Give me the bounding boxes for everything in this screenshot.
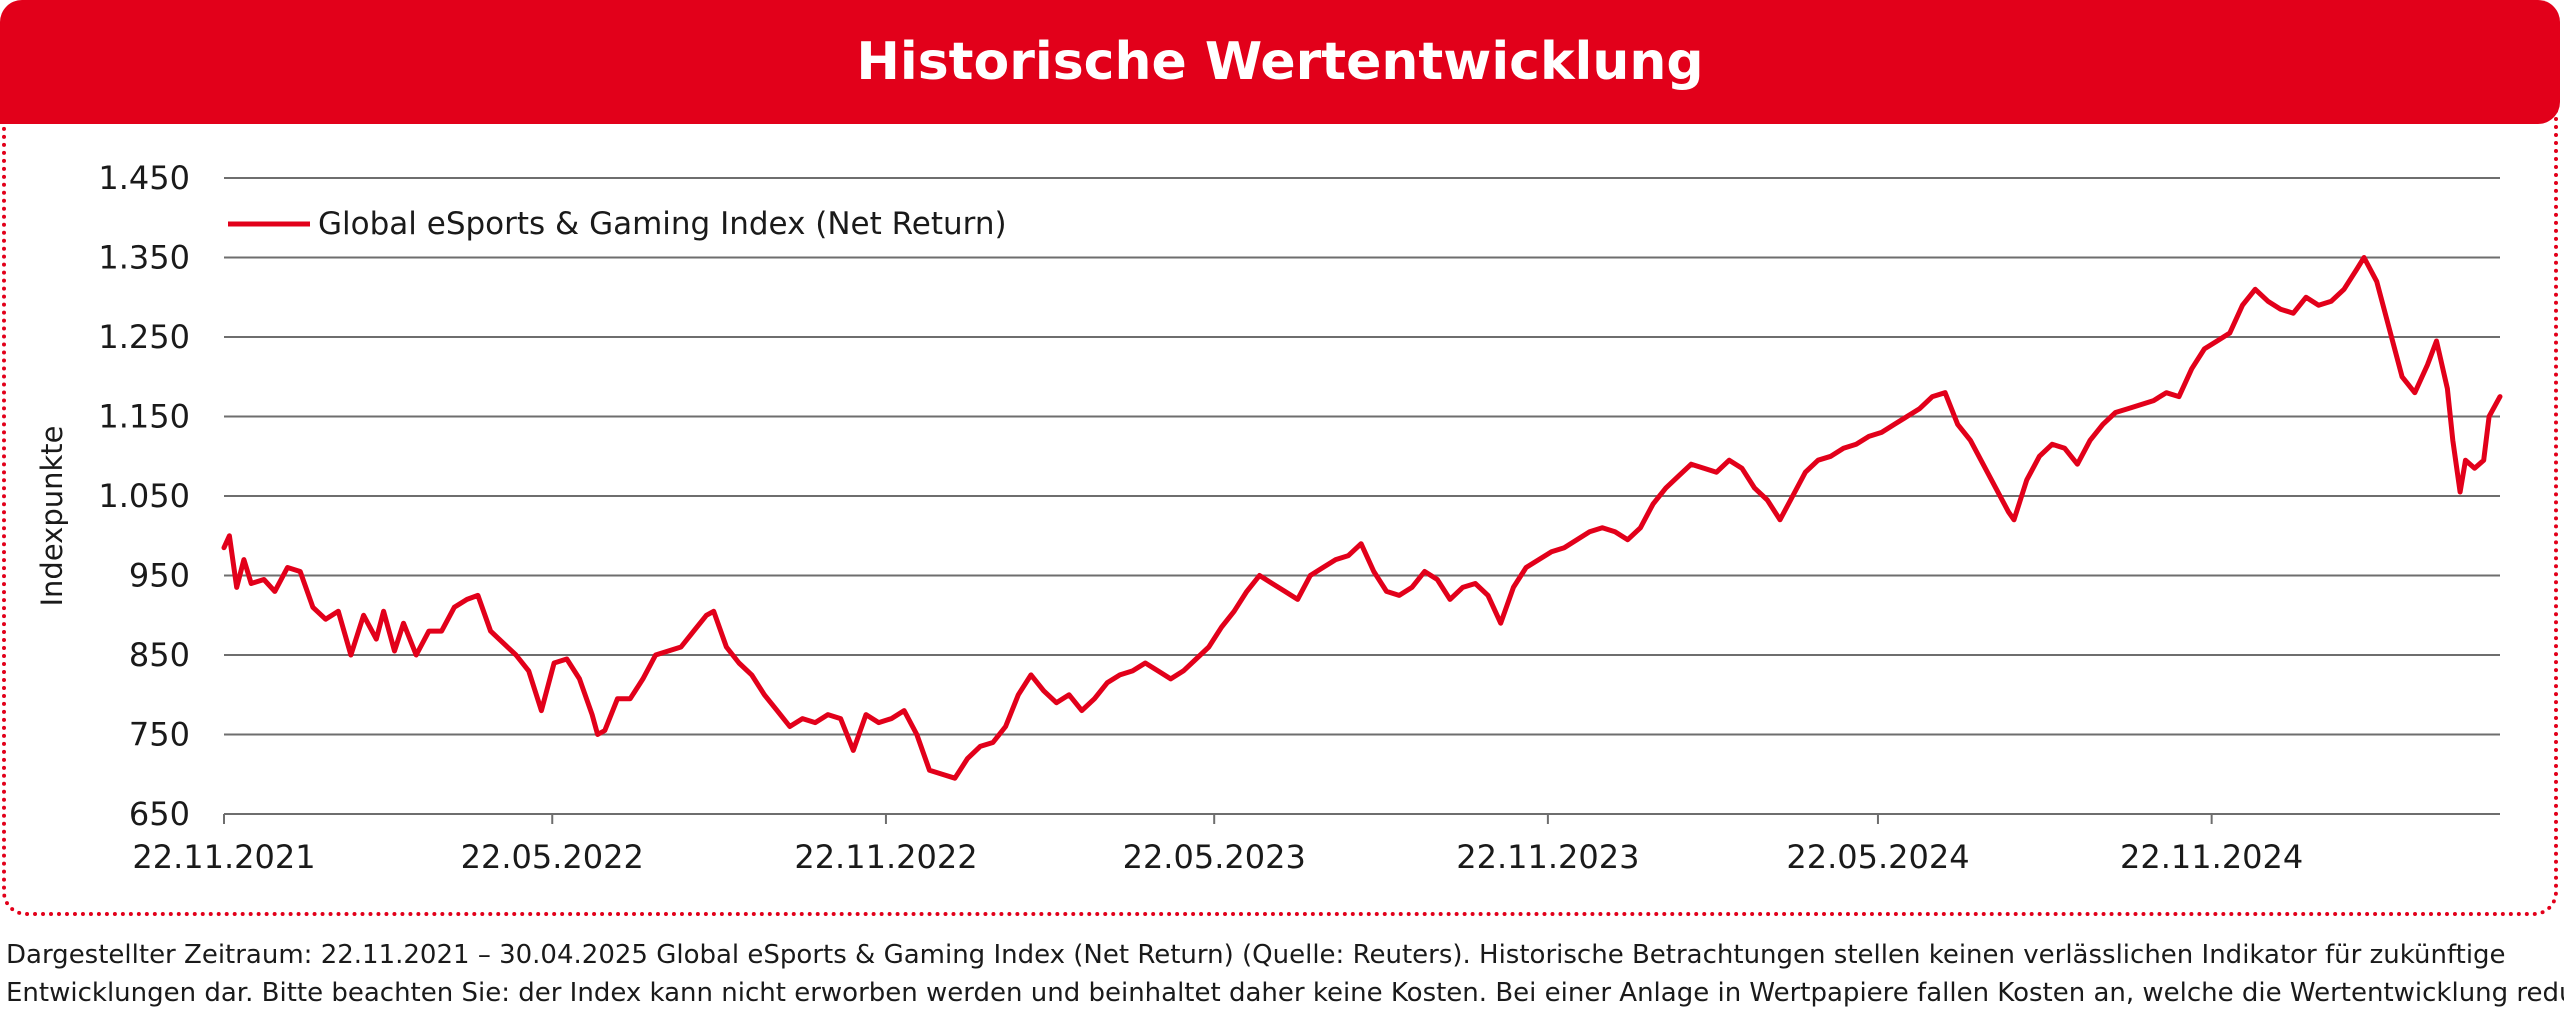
y-tick-label: 1.150 xyxy=(98,398,190,436)
footnote-line-2: Entwicklungen dar. Bitte beachten Sie: d… xyxy=(6,978,2564,1008)
x-axis: 22.11.2021 22.05.2022 22.11.2022 22.05.2023… xyxy=(132,813,2500,876)
series-layer xyxy=(221,255,2503,781)
x-tick-label: 22.05.2022 xyxy=(461,838,644,876)
legend-label: Global eSports & Gaming Index (Net Retur… xyxy=(318,206,1007,242)
x-tick-label: 22.05.2024 xyxy=(1786,838,1969,876)
series-line xyxy=(221,255,2503,781)
y-axis-label: Indexpunkte xyxy=(35,425,69,606)
gridlines xyxy=(224,177,2500,736)
y-tick-label: 950 xyxy=(129,557,190,595)
y-tick-label: 750 xyxy=(129,716,190,754)
y-tick-label: 650 xyxy=(129,795,190,833)
x-tick-label: 22.11.2024 xyxy=(2120,838,2303,876)
header-banner: Historische Wertentwicklung xyxy=(0,0,2560,124)
footnote: Dargestellter Zeitraum: 22.11.2021 – 30.… xyxy=(6,936,2564,1012)
y-tick-label: 1.350 xyxy=(98,239,190,277)
x-tick-label: 22.05.2023 xyxy=(1123,838,1306,876)
x-tick-label: 22.11.2023 xyxy=(1456,838,1639,876)
line-chart: 1.450 1.350 1.250 1.150 1.050 950 850 750 650 22… xyxy=(35,159,2503,876)
legend: Global eSports & Gaming Index (Net Retur… xyxy=(228,206,1007,242)
y-tick-label: 850 xyxy=(129,636,190,674)
y-axis-ticks: 1.450 1.350 1.250 1.150 1.050 950 850 750 650 xyxy=(98,159,190,833)
page-title: Historische Wertentwicklung xyxy=(856,32,1704,92)
x-tick-label: 22.11.2022 xyxy=(794,838,977,876)
y-tick-label: 1.250 xyxy=(98,318,190,356)
x-tick-label: 22.11.2021 xyxy=(132,838,315,876)
y-tick-label: 1.450 xyxy=(98,159,190,197)
y-tick-label: 1.050 xyxy=(98,477,190,515)
footnote-line-1: Dargestellter Zeitraum: 22.11.2021 – 30.… xyxy=(6,940,2506,970)
